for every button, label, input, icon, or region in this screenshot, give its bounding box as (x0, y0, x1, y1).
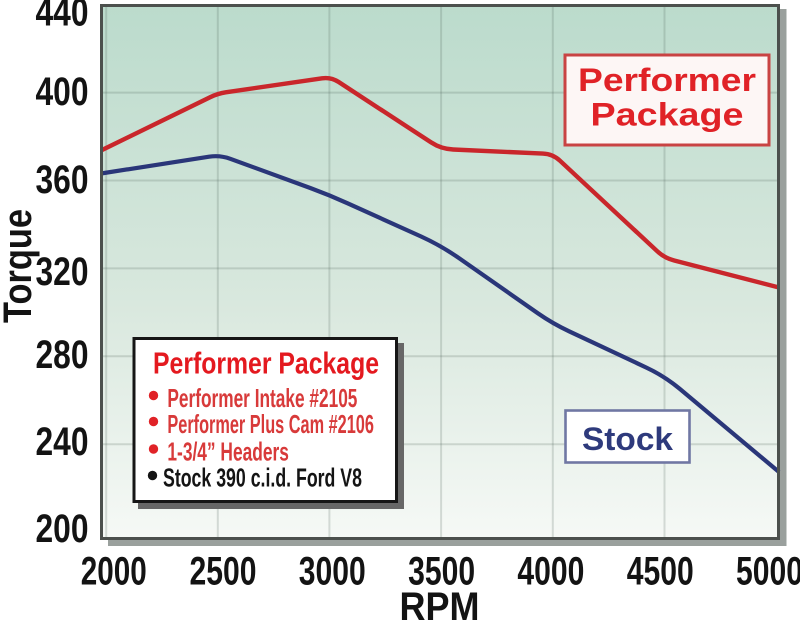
svg-text:Performer Plus Cam #2106: Performer Plus Cam #2106 (167, 409, 374, 439)
svg-text:4500: 4500 (627, 550, 694, 594)
svg-text:4000: 4000 (517, 550, 584, 594)
svg-text:320: 320 (36, 250, 89, 294)
svg-text:200: 200 (36, 507, 89, 551)
svg-text:400: 400 (36, 70, 89, 114)
svg-text:Package: Package (591, 97, 744, 133)
svg-text:2000: 2000 (81, 550, 147, 594)
svg-text:240: 240 (36, 420, 89, 464)
svg-text:440: 440 (36, 0, 89, 35)
svg-text:280: 280 (36, 333, 89, 377)
svg-text:Performer Intake #2105: Performer Intake #2105 (167, 383, 357, 413)
svg-text:Performer: Performer (578, 62, 756, 98)
svg-text:2500: 2500 (190, 550, 257, 594)
svg-text:360: 360 (36, 158, 89, 202)
svg-text:Stock: Stock (582, 421, 673, 457)
svg-text:5000: 5000 (736, 550, 800, 594)
svg-text:Stock 390 c.i.d. Ford V8: Stock 390 c.i.d. Ford V8 (163, 463, 362, 493)
svg-text:3000: 3000 (299, 550, 366, 594)
svg-text:1-3/4” Headers: 1-3/4” Headers (167, 437, 289, 467)
svg-text:Torque: Torque (0, 209, 40, 323)
svg-text:RPM: RPM (400, 585, 480, 620)
svg-text:3500: 3500 (408, 550, 475, 594)
svg-text:Performer Package: Performer Package (153, 347, 379, 381)
